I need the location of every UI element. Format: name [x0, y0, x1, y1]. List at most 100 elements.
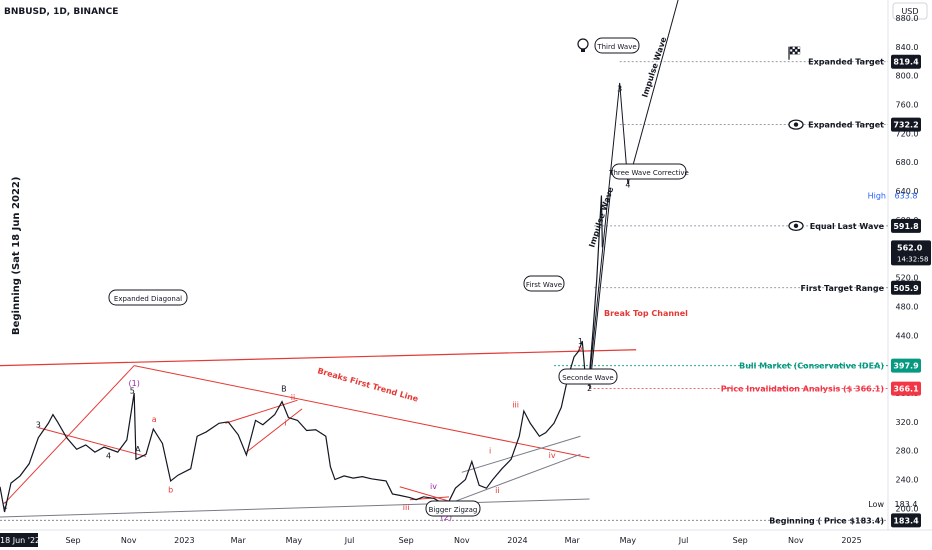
- target-label: Bull Market (Conservative IDEA): [739, 362, 884, 371]
- zigzag-channel-upper: [461, 435, 581, 473]
- x-tick-label: 2024: [507, 536, 527, 545]
- y-tick-label: 640.0: [896, 187, 919, 196]
- wave-label: 1: [578, 337, 583, 346]
- callout-text: Seconde Wave: [562, 374, 614, 382]
- y-tick-label: 280.0: [896, 447, 919, 456]
- impulse-wave-guide: [589, 191, 612, 389]
- flag-icon-square: [792, 49, 796, 52]
- lightbulb-icon: [577, 38, 589, 52]
- x-tick-label: Sep: [399, 536, 414, 545]
- y-tick-label: 520.0: [896, 274, 919, 283]
- wave-label: ii: [495, 486, 499, 495]
- x-tick-label: Sep: [65, 536, 80, 545]
- price-badge-text: 366.1: [893, 385, 919, 394]
- x-cursor-date-badge: [0, 533, 38, 547]
- zigzag-channel-lower: [455, 453, 581, 502]
- callout-box: [594, 37, 640, 54]
- wave-label: ii: [291, 393, 295, 402]
- wave-label: i: [285, 418, 287, 427]
- eye-icon-pupil: [793, 122, 799, 127]
- y-tick-label: 720.0: [896, 129, 919, 138]
- trend-text: Break Top Channel: [604, 309, 688, 318]
- x-tick-label: Nov: [121, 536, 137, 545]
- low-label: Low: [868, 500, 884, 509]
- lower-support-line: [0, 498, 590, 518]
- y-tick-label: 320.0: [896, 418, 919, 427]
- target-label: Equal Last Wave: [810, 222, 885, 231]
- flag-icon-square: [789, 49, 793, 52]
- low-value: 183.4: [895, 500, 918, 509]
- x-tick-label: Jul: [344, 536, 355, 545]
- price-badge: [891, 381, 921, 396]
- x-tick-label: 2023: [174, 536, 194, 545]
- callout-box: [108, 289, 188, 306]
- y-tick-label: 840.0: [896, 43, 919, 52]
- price-badge-text: 819.4: [893, 58, 919, 67]
- drawing-lines: [0, 0, 888, 521]
- y-tick-label: 800.0: [896, 72, 919, 81]
- target-labels: Expanded Target Expanded Target Equal Last…: [721, 46, 885, 525]
- price-badge-text: 183.4: [893, 516, 919, 525]
- wave-label: i: [489, 447, 491, 456]
- x-tick-label: 18 Jun '22: [0, 536, 40, 545]
- x-tick-label: Nov: [788, 536, 804, 545]
- price-series: [0, 195, 603, 513]
- callout-text: Bigger Zigzag: [429, 506, 478, 514]
- wave-label: 2: [587, 384, 592, 393]
- price-badge: [891, 513, 921, 528]
- wave-label: 5: [130, 387, 135, 396]
- target-label: Beginning ( Price $183.4): [769, 516, 884, 525]
- eye-icon: [788, 220, 804, 231]
- target-label: Price Invalidation Analysis ($ 366.1): [721, 385, 884, 394]
- price-badge: [891, 54, 921, 69]
- currency-label: USD: [901, 7, 918, 16]
- wave-label: 3: [617, 85, 622, 94]
- callout-box: [425, 500, 481, 517]
- high-value: 633.8: [895, 192, 918, 201]
- price-badge-text: 732.2: [893, 121, 918, 130]
- x-tick-label: May: [286, 536, 303, 545]
- lightbulb-icon-base: [581, 49, 585, 52]
- flag-icon-square: [789, 51, 793, 55]
- x-tick-label: Jul: [678, 536, 689, 545]
- checkered-flag-icon: [788, 46, 801, 60]
- wave-label: (1): [128, 379, 139, 388]
- price-line: [0, 195, 603, 513]
- x-tick-label: Sep: [733, 536, 748, 545]
- target-label: Expanded Target: [808, 121, 884, 130]
- diagonal-upper-line: [4, 365, 135, 504]
- wave-label: 4: [625, 180, 630, 189]
- countdown-text: 14:32:58: [897, 255, 928, 263]
- flag-icon-square: [794, 46, 798, 50]
- price-badge: [891, 218, 921, 233]
- wave-label: b: [168, 486, 173, 495]
- x-tick-label: Mar: [565, 536, 581, 545]
- y-tick-label: 760.0: [896, 101, 919, 110]
- wave-label: B: [281, 385, 287, 394]
- price-badge-text: 397.9: [893, 362, 919, 371]
- x-tick-label: 2025: [841, 536, 861, 545]
- y-tick-label: 240.0: [896, 476, 919, 485]
- price-badge: [891, 117, 921, 132]
- flag-icon-square: [794, 51, 798, 55]
- y-tick-label: 880.0: [896, 14, 919, 23]
- wave-label: iii: [512, 400, 519, 409]
- wave-label: (2): [441, 513, 452, 522]
- flag-icon-square: [792, 46, 796, 50]
- callout-box: [558, 368, 618, 385]
- price-badge: [891, 280, 921, 295]
- wave-label: iv: [549, 451, 556, 460]
- wave-label: iv: [430, 482, 437, 491]
- flag-icon-square: [797, 49, 801, 52]
- callout-box: [523, 275, 565, 292]
- high-label: High: [868, 192, 886, 201]
- eye-icon-pupil: [793, 223, 799, 229]
- currency-button[interactable]: [892, 2, 928, 20]
- x-tick-label: Nov: [454, 536, 470, 545]
- small-triangle-upper: [399, 486, 450, 502]
- callout-text: First Wave: [526, 281, 562, 289]
- price-badge-text: 591.8: [893, 222, 919, 231]
- y-tick-label: 440.0: [896, 331, 919, 340]
